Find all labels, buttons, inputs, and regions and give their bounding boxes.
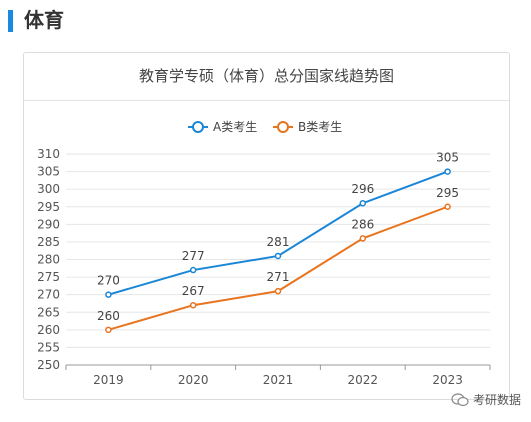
x-tick-label: 2020 — [178, 373, 209, 387]
x-tick-label: 2022 — [348, 373, 379, 387]
y-tick-label: 275 — [37, 270, 60, 284]
data-label: 281 — [267, 235, 290, 249]
section-accent-bar — [8, 10, 13, 32]
data-label: 295 — [436, 186, 459, 200]
watermark: 考研数据 — [451, 391, 521, 408]
legend-marker — [277, 121, 289, 133]
x-tick-label: 2019 — [93, 373, 124, 387]
data-label: 270 — [97, 274, 120, 288]
data-point — [359, 235, 367, 242]
data-label: 260 — [97, 309, 120, 323]
chart-card: 教育学专硕（体育）总分国家线趋势图 — [23, 52, 510, 400]
series-line — [108, 205, 448, 331]
y-tick-label: 305 — [37, 165, 60, 179]
x-tick-label: 2021 — [263, 373, 294, 387]
y-tick-label: 290 — [37, 217, 60, 231]
wechat-icon — [451, 392, 469, 406]
chart-title: 教育学专硕（体育）总分国家线趋势图 — [24, 53, 509, 101]
y-tick-label: 280 — [37, 253, 60, 267]
data-point — [359, 199, 367, 207]
y-tick-label: 270 — [37, 288, 60, 302]
y-tick-label: 260 — [37, 323, 60, 337]
data-point — [274, 252, 282, 260]
y-tick-label: 265 — [37, 305, 60, 319]
y-tick-label: 255 — [37, 340, 60, 354]
data-label: 271 — [267, 270, 290, 284]
y-tick-label: 295 — [37, 200, 60, 214]
y-tick-label: 300 — [37, 182, 60, 196]
data-point — [444, 168, 451, 175]
watermark-text: 考研数据 — [472, 393, 521, 407]
data-point — [105, 291, 112, 298]
legend-label: B类考生 — [298, 120, 342, 134]
data-point — [105, 326, 112, 334]
legend-marker — [192, 121, 204, 133]
data-point — [189, 266, 197, 274]
data-label: 286 — [351, 217, 374, 231]
y-tick-label: 285 — [37, 235, 60, 249]
data-label: 305 — [436, 151, 459, 165]
data-label: 277 — [182, 249, 205, 263]
data-point — [274, 287, 282, 295]
data-label: 296 — [351, 182, 374, 196]
data-label: 267 — [182, 284, 205, 298]
legend-label: A类考生 — [213, 120, 257, 134]
x-tick-label: 2023 — [432, 373, 463, 387]
y-tick-label: 310 — [37, 147, 60, 161]
section-title: 体育 — [24, 8, 64, 32]
data-point — [444, 203, 451, 210]
y-tick-label: 250 — [37, 358, 60, 372]
data-point — [189, 301, 197, 309]
